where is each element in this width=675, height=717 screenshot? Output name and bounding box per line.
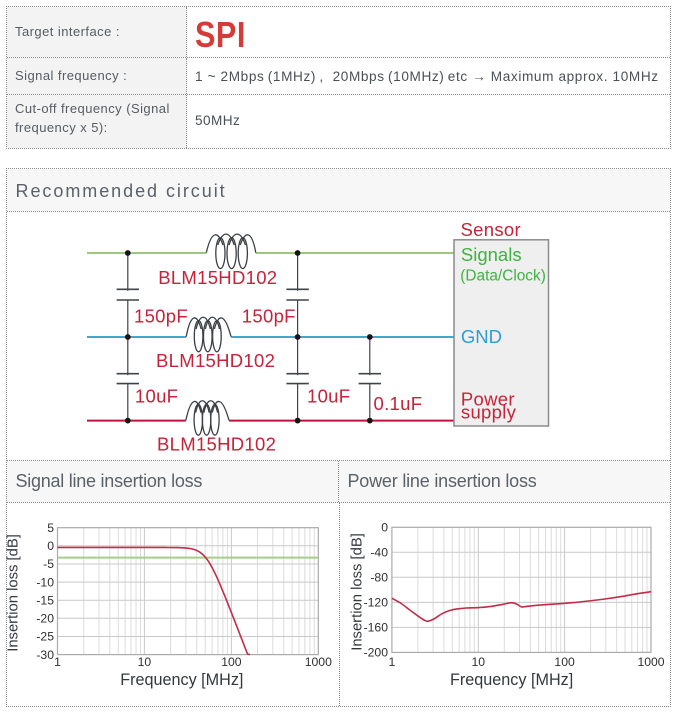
svg-text:150pF: 150pF: [134, 305, 188, 326]
svg-text:-10: -10: [36, 575, 54, 589]
svg-text:Frequency [MHz]: Frequency [MHz]: [120, 671, 243, 689]
svg-text:BLM15HD102: BLM15HD102: [158, 267, 277, 288]
svg-text:-20: -20: [36, 612, 54, 626]
svg-text:0.1uF: 0.1uF: [374, 393, 423, 414]
svg-text:-30: -30: [36, 648, 54, 662]
svg-text:Power: Power: [461, 389, 515, 410]
svg-text:-25: -25: [36, 630, 54, 644]
svg-text:Frequency [MHz]: Frequency [MHz]: [450, 671, 573, 689]
svg-text:Insertion loss [dB]: Insertion loss [dB]: [6, 534, 22, 652]
svg-text:-160: -160: [364, 621, 389, 635]
svg-text:-5: -5: [43, 557, 54, 571]
svg-text:-120: -120: [364, 596, 389, 610]
svg-text:100: 100: [221, 655, 242, 669]
svg-text:1000: 1000: [305, 655, 332, 669]
svg-text:0: 0: [47, 539, 54, 553]
svg-text:(Data/Clock): (Data/Clock): [460, 267, 546, 284]
svg-text:supply: supply: [461, 401, 517, 422]
svg-text:-80: -80: [370, 571, 388, 585]
svg-text:5: 5: [47, 521, 54, 535]
svg-text:Signals: Signals: [461, 244, 522, 265]
svg-text:1000: 1000: [637, 655, 664, 669]
svg-text:BLM15HD102: BLM15HD102: [157, 434, 276, 455]
svg-text:-15: -15: [36, 593, 54, 607]
svg-text:10uF: 10uF: [307, 386, 350, 407]
svg-text:100: 100: [554, 655, 575, 669]
svg-text:BLM15HD102: BLM15HD102: [156, 350, 275, 371]
svg-text:0: 0: [381, 521, 388, 535]
svg-text:10: 10: [472, 655, 486, 669]
svg-text:Sensor: Sensor: [461, 219, 521, 240]
svg-text:Insertion loss [dB]: Insertion loss [dB]: [349, 533, 365, 651]
svg-text:10: 10: [138, 655, 152, 669]
svg-text:1: 1: [54, 655, 61, 669]
svg-text:-40: -40: [370, 546, 388, 560]
svg-text:-200: -200: [364, 646, 389, 660]
svg-text:150pF: 150pF: [242, 305, 296, 326]
svg-text:GND: GND: [461, 326, 502, 347]
svg-text:10uF: 10uF: [135, 386, 178, 407]
svg-text:1: 1: [389, 655, 396, 669]
